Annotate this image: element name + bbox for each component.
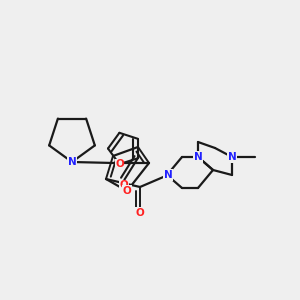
Text: N: N (228, 152, 236, 162)
Text: N: N (68, 157, 76, 167)
Text: N: N (164, 170, 172, 180)
Text: N: N (194, 152, 202, 162)
Text: O: O (115, 159, 124, 169)
Text: O: O (120, 180, 129, 190)
Text: O: O (136, 208, 144, 218)
Text: O: O (123, 186, 131, 196)
